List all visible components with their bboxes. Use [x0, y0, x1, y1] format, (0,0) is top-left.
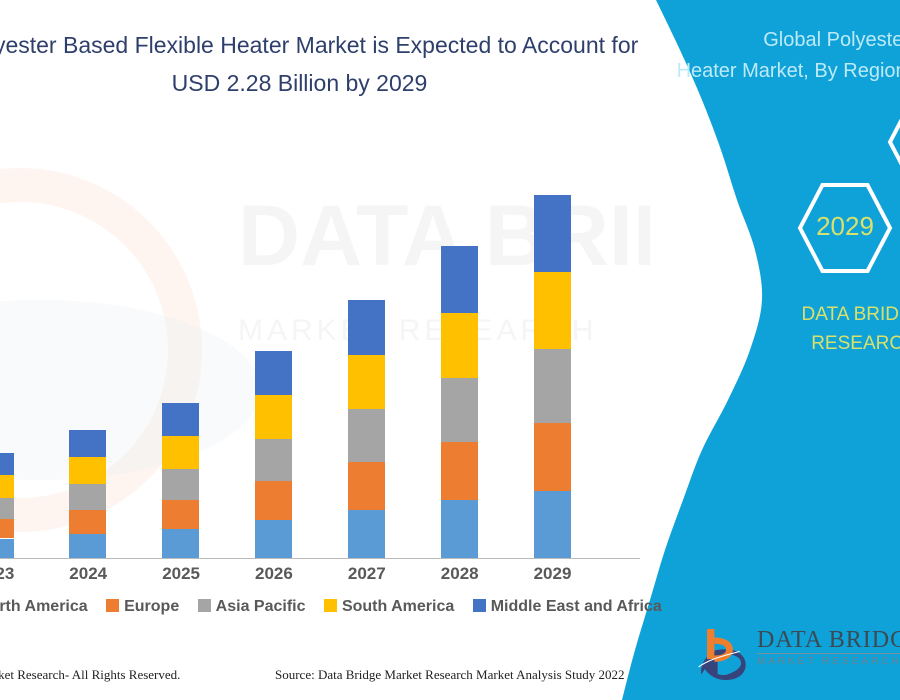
svg-text:2029: 2029 [816, 211, 874, 241]
